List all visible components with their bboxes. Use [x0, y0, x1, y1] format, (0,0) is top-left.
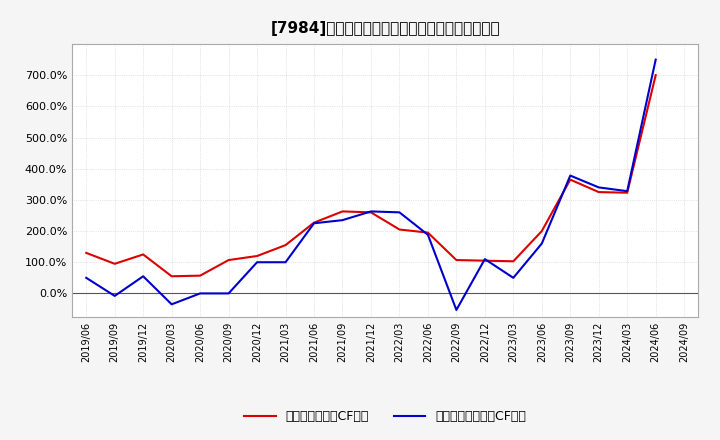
有利子負債営業CF比率: [652, 73, 660, 78]
有利子負債営業CF比率: [623, 190, 631, 195]
有利子負債営業CF比率: [139, 252, 148, 257]
有利子負債フリーCF比率: [509, 275, 518, 280]
有利子負債営業CF比率: [537, 228, 546, 234]
有利子負債フリーCF比率: [225, 291, 233, 296]
有利子負債フリーCF比率: [167, 302, 176, 307]
有利子負債営業CF比率: [480, 258, 489, 263]
有利子負債営業CF比率: [196, 273, 204, 278]
有利子負債フリーCF比率: [537, 241, 546, 246]
Line: 有利子負債営業CF比率: 有利子負債営業CF比率: [86, 75, 656, 276]
有利子負債フリーCF比率: [139, 274, 148, 279]
有利子負債フリーCF比率: [338, 217, 347, 223]
有利子負債フリーCF比率: [452, 307, 461, 312]
Legend: 有利子負債営業CF比率, 有利子負債フリーCF比率: 有利子負債営業CF比率, 有利子負債フリーCF比率: [239, 405, 531, 428]
Line: 有利子負債フリーCF比率: 有利子負債フリーCF比率: [86, 59, 656, 310]
有利子負債フリーCF比率: [196, 291, 204, 296]
有利子負債フリーCF比率: [423, 232, 432, 238]
有利子負債営業CF比率: [423, 230, 432, 235]
Title: [7984]　有利子負債キャッシュフロー比率の推移: [7984] 有利子負債キャッシュフロー比率の推移: [271, 21, 500, 36]
有利子負債フリーCF比率: [82, 275, 91, 280]
有利子負債営業CF比率: [395, 227, 404, 232]
有利子負債フリーCF比率: [566, 173, 575, 178]
有利子負債営業CF比率: [167, 274, 176, 279]
有利子負債営業CF比率: [253, 253, 261, 259]
有利子負債フリーCF比率: [310, 220, 318, 226]
有利子負債フリーCF比率: [395, 210, 404, 215]
有利子負債営業CF比率: [595, 190, 603, 195]
有利子負債フリーCF比率: [595, 185, 603, 190]
有利子負債営業CF比率: [110, 261, 119, 267]
有利子負債営業CF比率: [566, 177, 575, 182]
有利子負債営業CF比率: [509, 259, 518, 264]
有利子負債営業CF比率: [366, 210, 375, 215]
有利子負債営業CF比率: [452, 257, 461, 263]
有利子負債営業CF比率: [225, 257, 233, 263]
有利子負債フリーCF比率: [110, 293, 119, 299]
有利子負債フリーCF比率: [282, 260, 290, 265]
有利子負債フリーCF比率: [480, 257, 489, 262]
有利子負債営業CF比率: [310, 220, 318, 225]
有利子負債営業CF比率: [282, 242, 290, 248]
有利子負債営業CF比率: [338, 209, 347, 214]
有利子負債フリーCF比率: [253, 260, 261, 265]
有利子負債フリーCF比率: [623, 188, 631, 194]
有利子負債フリーCF比率: [366, 209, 375, 214]
有利子負債営業CF比率: [82, 250, 91, 256]
有利子負債フリーCF比率: [652, 57, 660, 62]
